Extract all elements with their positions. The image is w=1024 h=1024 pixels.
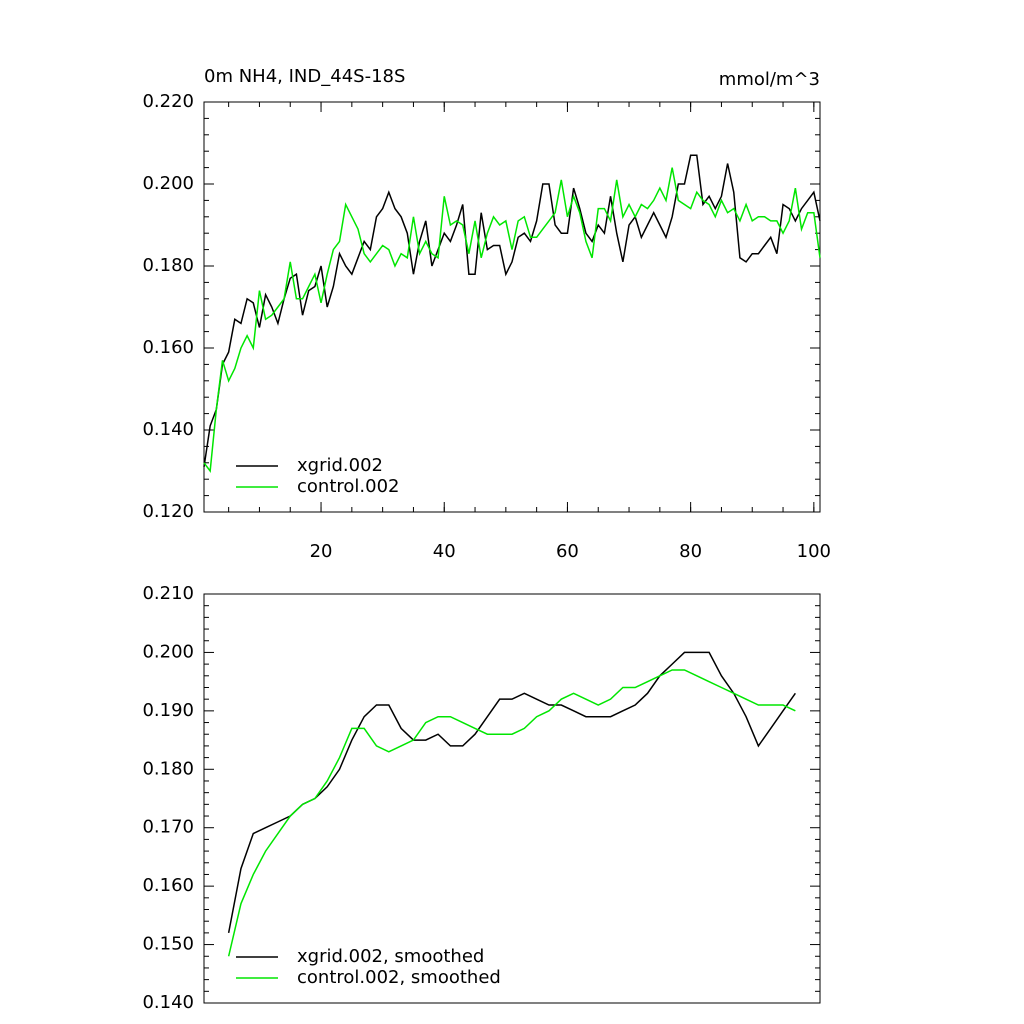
y-tick-label: 0.150 <box>142 934 194 955</box>
y-tick-label: 0.140 <box>142 419 194 440</box>
y-tick-label: 0.190 <box>142 700 194 721</box>
legend-label: control.002, smoothed <box>297 967 501 988</box>
data-line <box>227 669 796 957</box>
x-tick-label: 80 <box>679 541 702 562</box>
data-line <box>203 167 821 473</box>
y-tick-label: 0.140 <box>142 992 194 1013</box>
y-tick-label: 0.200 <box>142 173 194 194</box>
y-tick-label: 0.180 <box>142 758 194 779</box>
y-tick-label: 0.200 <box>142 641 194 662</box>
plot-frame <box>203 593 821 1004</box>
x-tick-label: 20 <box>310 541 333 562</box>
y-tick-label: 0.160 <box>142 875 194 896</box>
plot-frame <box>203 101 821 513</box>
legend-label: control.002 <box>297 476 399 497</box>
y-tick-label: 0.160 <box>142 337 194 358</box>
x-tick-label: 100 <box>797 541 831 562</box>
x-tick-label: 40 <box>433 541 456 562</box>
legend-label: xgrid.002 <box>297 455 383 476</box>
y-tick-label: 0.120 <box>142 501 194 522</box>
y-tick-label: 0.180 <box>142 255 194 276</box>
data-line <box>203 154 821 468</box>
data-line <box>227 651 796 934</box>
chart-title: 0m NH4, IND_44S-18S <box>204 66 405 87</box>
legend-label: xgrid.002, smoothed <box>297 946 484 967</box>
x-tick-label: 60 <box>556 541 579 562</box>
units-label: mmol/m^3 <box>719 69 820 90</box>
y-tick-label: 0.210 <box>142 583 194 604</box>
y-tick-label: 0.170 <box>142 817 194 838</box>
y-tick-label: 0.220 <box>142 91 194 112</box>
